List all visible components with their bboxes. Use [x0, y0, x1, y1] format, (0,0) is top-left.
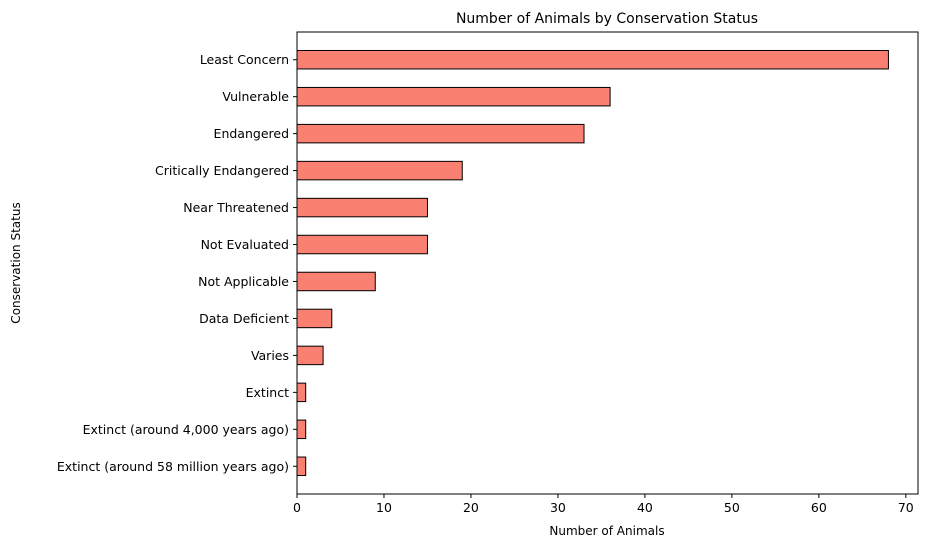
y-axis-label: Conservation Status — [9, 202, 23, 323]
chart-title: Number of Animals by Conservation Status — [456, 11, 758, 27]
bar — [296, 49, 889, 70]
y-tick-label: Endangered — [214, 126, 289, 141]
bar — [296, 123, 585, 144]
y-tick-label: Not Evaluated — [201, 237, 289, 252]
bar — [296, 308, 333, 329]
bar — [296, 456, 307, 477]
y-tick-label: Not Applicable — [198, 274, 289, 289]
y-tick-label: Critically Endangered — [155, 163, 289, 178]
bars-layer — [296, 49, 889, 477]
x-tick-label: 40 — [637, 500, 653, 515]
x-tick-label: 10 — [376, 500, 392, 515]
bar — [296, 234, 428, 255]
y-tick-label: Near Threatened — [183, 200, 289, 215]
x-tick-label: 70 — [898, 500, 914, 515]
bar — [296, 419, 307, 440]
bar — [296, 197, 428, 218]
bar — [296, 345, 324, 366]
y-tick-label: Varies — [251, 348, 289, 363]
y-tick-label: Extinct (around 58 million years ago) — [57, 459, 289, 474]
x-axis-label: Number of Animals — [549, 524, 664, 538]
x-tick-label: 60 — [811, 500, 827, 515]
x-axis: 0 10 20 30 40 50 60 70 — [293, 494, 914, 515]
bar — [296, 160, 463, 181]
x-tick-label: 30 — [550, 500, 566, 515]
x-tick-label: 0 — [293, 500, 301, 515]
y-axis: Least Concern Vulnerable Endangered Critica… — [57, 52, 297, 474]
bar — [296, 271, 376, 292]
x-tick-label: 50 — [724, 500, 740, 515]
y-tick-label: Data Deficient — [199, 311, 289, 326]
y-tick-label: Vulnerable — [222, 89, 289, 104]
y-tick-label: Least Concern — [200, 52, 289, 67]
y-tick-label: Extinct (around 4,000 years ago) — [83, 422, 289, 437]
bar — [296, 86, 611, 107]
bar — [296, 382, 307, 403]
x-tick-label: 20 — [463, 500, 479, 515]
plot-frame — [296, 31, 919, 495]
y-tick-label: Extinct — [246, 385, 289, 400]
